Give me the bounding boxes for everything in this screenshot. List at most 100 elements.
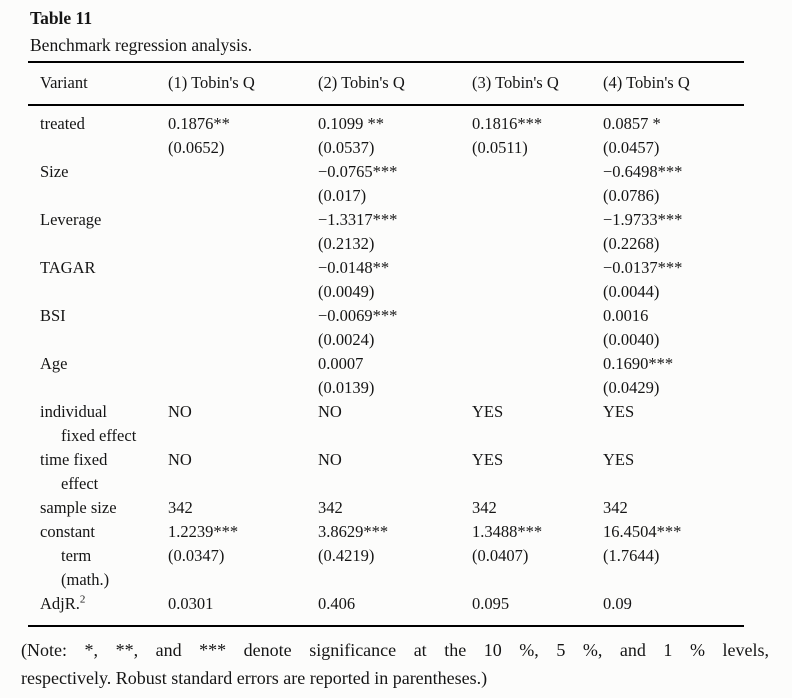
row-label-line: constant [40,522,95,541]
data-cell: 0.095 [472,592,603,616]
table-row: BSI −0.0069*** (0.0024) 0.0016 (0.0040) [40,304,744,352]
coefficient-value: 342 [318,498,343,517]
coefficient-value: 0.095 [472,594,510,613]
data-cell: −0.0148** (0.0049) [318,256,472,304]
data-cell: 0.1690*** (0.0429) [603,352,744,400]
row-label-line: TAGAR [40,258,96,277]
coefficient-value: NO [168,450,192,469]
data-cell [472,352,603,376]
data-cell [168,160,318,184]
standard-error: (0.2132) [318,234,375,253]
data-cell: 1.3488*** (0.0407) [472,520,603,568]
coefficient-value: YES [472,402,504,421]
data-cell: 342 [603,496,744,520]
data-cell: 0.09 [603,592,744,616]
coefficient-value: NO [318,402,342,421]
data-cell [168,208,318,232]
standard-error: (0.0044) [603,282,660,301]
row-label: treated [40,112,168,136]
row-label-line: treated [40,114,85,133]
coefficient-value: 16.4504*** [603,522,682,541]
standard-error: (0.0049) [318,282,375,301]
row-label-line: Age [40,354,68,373]
coefficient-value: −1.3317*** [318,210,398,229]
data-cell: 0.1816*** (0.0511) [472,112,603,160]
standard-error: (0.0040) [603,330,660,349]
coefficient-value: 0.1876** [168,114,230,133]
standard-error: (0.0652) [168,138,225,157]
standard-error: (0.4219) [318,546,375,565]
data-cell: 342 [168,496,318,520]
table-row: TAGAR −0.0148** (0.0049) −0.0137*** (0.0044) [40,256,744,304]
row-label-continuation: term [61,546,92,565]
data-cell: 1.2239*** (0.0347) [168,520,318,568]
data-cell [472,208,603,232]
table-body: treated 0.1876** (0.0652) 0.1099 ** (0.0537)… [28,106,744,625]
coefficient-value: NO [318,450,342,469]
coefficient-value: YES [603,450,635,469]
row-label-line: BSI [40,306,66,325]
table-header-row: Variant (1) Tobin's Q (2) Tobin's Q (3) … [28,63,744,104]
coefficient-value: YES [472,450,504,469]
data-cell: YES [472,400,603,424]
table-bottom-rule [28,625,744,627]
coefficient-value: −0.0137*** [603,258,683,277]
table-title: Table 11 [30,8,93,28]
note-line-2: respectively. Robust standard errors are… [21,667,488,688]
standard-error: (0.0786) [603,186,660,205]
column-header-model-3: (3) Tobin's Q [472,73,559,92]
data-cell: −0.0137*** (0.0044) [603,256,744,304]
table-row: individual fixed effect NO NO YES YES [40,400,744,448]
row-label-continuation: fixed effect [61,426,137,445]
row-label-line: sample size [40,498,117,517]
row-label-line: AdjR.2 [40,593,86,613]
coefficient-value: 3.8629*** [318,522,389,541]
row-label-superscript: 2 [79,593,86,606]
data-cell: 0.0007 (0.0139) [318,352,472,400]
coefficient-value: 0.0857 * [603,114,661,133]
data-cell: −0.6498*** (0.0786) [603,160,744,208]
data-cell: −1.9733*** (0.2268) [603,208,744,256]
table-header-rule [28,104,744,106]
coefficient-value: 0.1816*** [472,114,543,133]
row-label-continuation: effect [61,474,99,493]
row-label: Age [40,352,168,376]
coefficient-value: 342 [472,498,497,517]
coefficient-value: −0.0148** [318,258,390,277]
data-cell: NO [318,448,472,472]
data-cell: NO [168,448,318,472]
coefficient-value: 0.0016 [603,306,649,325]
data-cell: 0.406 [318,592,472,616]
table-caption: Table 11 Benchmark regression analysis. [30,5,252,59]
coefficient-value: 0.1099 ** [318,114,384,133]
table-row: sample size 342 342 342 342 [40,496,744,520]
data-cell: 342 [318,496,472,520]
standard-error: (0.017) [318,186,367,205]
row-label: Leverage [40,208,168,232]
data-cell: NO [168,400,318,424]
data-cell: −1.3317*** (0.2132) [318,208,472,256]
coefficient-value: 0.09 [603,594,632,613]
coefficient-value: 342 [168,498,193,517]
data-cell [168,352,318,376]
data-cell: −0.0069*** (0.0024) [318,304,472,352]
coefficient-value: 0.1690*** [603,354,674,373]
data-cell: NO [318,400,472,424]
row-label-line: Size [40,162,69,181]
coefficient-value: YES [603,402,635,421]
coefficient-value: 0.406 [318,594,356,613]
standard-error: (0.0537) [318,138,375,157]
table-note: (Note: *, **, and *** denote significanc… [21,637,769,692]
row-label: time fixed effect [40,448,168,496]
table-row: time fixed effect NO NO YES YES [40,448,744,496]
table-row: Leverage −1.3317*** (0.2132) −1.9733*** (0.2… [40,208,744,256]
column-header-model-4: (4) Tobin's Q [603,73,690,92]
data-cell: 0.0016 (0.0040) [603,304,744,352]
row-label: constant term (math.) [40,520,168,592]
row-label: BSI [40,304,168,328]
row-label-continuation: (math.) [61,570,110,589]
coefficient-value: −0.0069*** [318,306,398,325]
table-row: Age 0.0007 (0.0139) 0.1690*** (0.0429) [40,352,744,400]
data-cell: YES [472,448,603,472]
standard-error: (0.2268) [603,234,660,253]
